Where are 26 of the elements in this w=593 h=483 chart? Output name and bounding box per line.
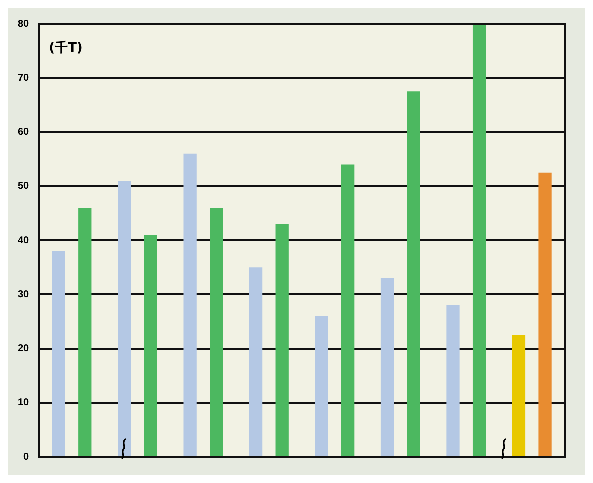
y-tick-label: 80 [18,18,30,30]
y-tick-label: 50 [18,181,30,192]
bar [118,180,132,456]
bar [342,164,355,456]
bar [512,335,526,456]
y-tick-label: 60 [18,127,30,138]
y-tick-label: 40 [18,235,30,246]
bar [472,24,486,456]
y-tick-label: 20 [18,344,30,354]
bar [380,278,394,456]
bar [52,251,66,456]
bar [276,224,289,456]
bar [407,92,420,456]
bar [315,316,328,456]
bar [249,268,263,456]
bar [538,172,552,456]
bar [210,208,224,456]
bar [78,208,92,456]
bar [144,235,158,456]
y-tick-label: 70 [18,72,30,84]
y-tick-label: 30 [18,289,30,300]
y-axis-title: (千T) [49,40,83,56]
y-tick-label: 0 [24,452,30,463]
y-tick-label: 10 [18,398,30,409]
bar [184,154,197,456]
bar [446,305,460,456]
